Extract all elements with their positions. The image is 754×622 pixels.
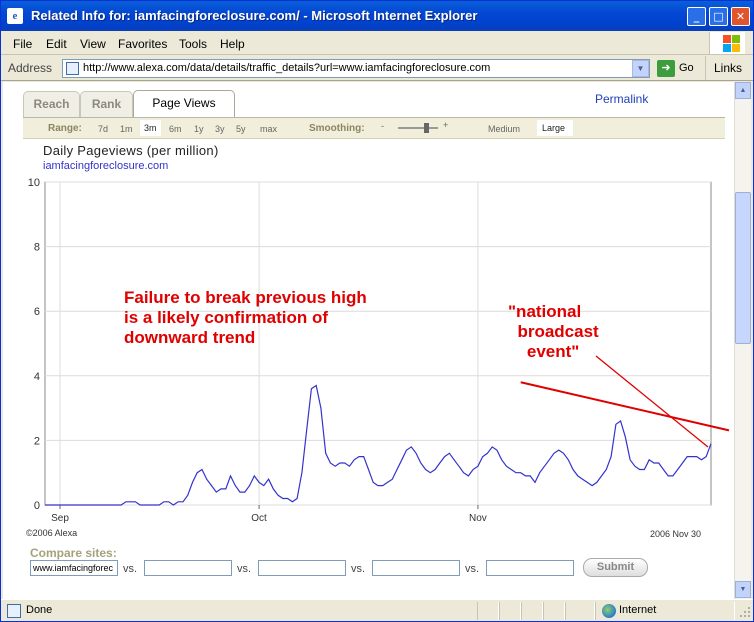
page-icon xyxy=(66,62,79,75)
status-pane xyxy=(499,602,521,620)
range-option-5y[interactable]: 5y xyxy=(236,124,246,134)
menu-help[interactable]: Help xyxy=(220,37,245,51)
smoothing-label: Smoothing: xyxy=(309,123,365,134)
go-button[interactable]: Go xyxy=(679,62,694,74)
range-option-1y[interactable]: 1y xyxy=(194,124,204,134)
x-tick-label: Oct xyxy=(251,513,267,524)
range-option-3m[interactable]: 3m xyxy=(140,120,161,136)
trend-line xyxy=(520,381,730,432)
y-tick-label: 6 xyxy=(34,306,40,318)
annotation-failure-text: Failure to break previous high is a like… xyxy=(124,288,367,347)
window-title: Related Info for: iamfacingforeclosure.c… xyxy=(31,8,478,23)
go-arrow-icon[interactable]: ➜ xyxy=(657,60,675,77)
vs-label: vs. xyxy=(465,563,480,575)
status-pane xyxy=(477,602,499,620)
chart-series-name: iamfacingforeclosure.com xyxy=(43,160,169,172)
close-button[interactable]: ✕ xyxy=(731,7,750,26)
chart-title: Daily Pageviews (per million) xyxy=(43,143,219,158)
scroll-up-icon[interactable]: ▲ xyxy=(735,82,751,99)
compare-sites-label: Compare sites: xyxy=(30,546,117,560)
permalink-link[interactable]: Permalink xyxy=(595,92,649,106)
x-tick-label: Sep xyxy=(51,513,69,524)
tab-rank[interactable]: Rank xyxy=(80,91,133,117)
pageviews-chart: 0 2 4 6 8 10 Sep Oct Nov xyxy=(28,177,730,524)
range-option-6m[interactable]: 6m xyxy=(169,124,182,134)
smoothing-slider-track[interactable] xyxy=(398,127,438,129)
status-bar: Done Internet xyxy=(1,599,753,621)
smoothing-minus: - xyxy=(381,121,384,131)
menu-edit[interactable]: Edit xyxy=(46,37,67,51)
compare-site-input-2[interactable] xyxy=(144,560,232,576)
compare-site-input-1[interactable]: www.iamfacingforec xyxy=(30,560,118,576)
smoothing-plus: + xyxy=(443,120,449,130)
range-option-1m[interactable]: 1m xyxy=(120,124,133,134)
smoothing-slider-handle[interactable] xyxy=(424,123,429,133)
menu-view[interactable]: View xyxy=(80,37,106,51)
compare-submit-button[interactable]: Submit xyxy=(583,558,648,577)
links-button[interactable]: Links xyxy=(705,56,753,80)
annotation-pointer-line xyxy=(595,355,709,448)
status-text: Done xyxy=(26,604,53,616)
vs-label: vs. xyxy=(351,563,366,575)
address-label: Address xyxy=(8,61,53,75)
annotation-broadcast-text: "national broadcast event" xyxy=(508,302,599,361)
vs-label: vs. xyxy=(237,563,252,575)
y-tick-label: 8 xyxy=(34,242,40,254)
menu-tools[interactable]: Tools xyxy=(179,37,208,51)
y-tick-label: 0 xyxy=(34,500,40,512)
menu-bar: File Edit View Favorites Tools Help xyxy=(1,32,753,55)
range-option-3y[interactable]: 3y xyxy=(215,124,225,134)
status-pane xyxy=(565,602,595,620)
vs-label: vs. xyxy=(123,563,138,575)
chart-copyright: ©2006 Alexa xyxy=(26,528,78,538)
zone-pane xyxy=(595,602,735,620)
address-input[interactable]: http://www.alexa.com/data/details/traffi… xyxy=(62,59,650,78)
windows-flag-icon xyxy=(709,32,745,54)
vertical-scrollbar[interactable]: ▲ ▼ xyxy=(734,82,751,599)
page-content: Reach Rank Page Views Permalink Range: 7… xyxy=(3,82,734,599)
page-status-icon xyxy=(7,604,21,618)
address-bar: Address http://www.alexa.com/data/detail… xyxy=(1,56,753,81)
range-option-max[interactable]: max xyxy=(260,124,278,134)
resize-grip-icon[interactable] xyxy=(739,606,751,618)
x-tick-label: Nov xyxy=(469,513,487,524)
scroll-thumb[interactable] xyxy=(735,192,751,344)
smoothing-option-large[interactable]: Large xyxy=(537,120,574,136)
compare-site-input-3[interactable] xyxy=(258,560,346,576)
maximize-button[interactable]: □ xyxy=(709,7,728,26)
smoothing-option-medium[interactable]: Medium xyxy=(488,124,521,134)
y-tick-label: 4 xyxy=(34,371,40,383)
status-pane xyxy=(543,602,565,620)
series-line xyxy=(45,384,712,506)
minimize-button[interactable]: _ xyxy=(687,7,706,26)
compare-site-input-4[interactable] xyxy=(372,560,460,576)
internet-globe-icon xyxy=(602,604,616,618)
security-zone-text: Internet xyxy=(619,604,657,616)
address-dropdown-icon[interactable]: ▼ xyxy=(632,60,649,77)
menu-favorites[interactable]: Favorites xyxy=(118,37,168,51)
y-tick-label: 2 xyxy=(34,435,40,447)
ie-logo-icon: e xyxy=(7,8,23,24)
status-pane xyxy=(521,602,543,620)
tab-reach[interactable]: Reach xyxy=(23,91,80,117)
y-tick-label: 10 xyxy=(28,177,40,189)
range-toolbar: Range: 7d 1m 3m 6m 1y 3y 5y max Smoothin… xyxy=(23,118,725,139)
range-label: Range: xyxy=(48,123,82,134)
menu-file[interactable]: File xyxy=(13,37,33,51)
chart-end-date: 2006 Nov 30 xyxy=(650,529,702,539)
tab-divider xyxy=(23,117,725,118)
tab-page-views[interactable]: Page Views xyxy=(133,90,235,118)
compare-site-input-5[interactable] xyxy=(486,560,574,576)
title-bar[interactable]: e Related Info for: iamfacingforeclosure… xyxy=(1,1,753,31)
scroll-down-icon[interactable]: ▼ xyxy=(735,581,751,598)
range-option-7d[interactable]: 7d xyxy=(98,124,109,134)
